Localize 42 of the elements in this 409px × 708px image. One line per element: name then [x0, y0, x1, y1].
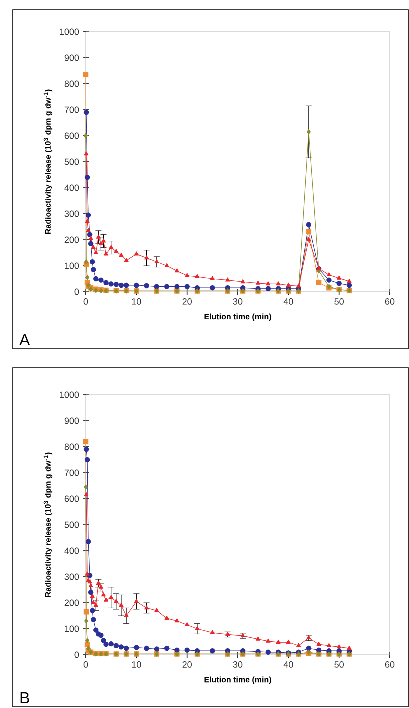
y-tick-label: 100	[65, 626, 80, 632]
x-tick-label: 0	[84, 298, 88, 305]
x-tick-label: 20	[182, 298, 192, 305]
x-tick-label: 10	[132, 662, 142, 668]
x-tick-label: 60	[385, 662, 395, 668]
x-axis-title: Elution time (min)	[204, 676, 272, 684]
y-tick-label: 100	[65, 262, 80, 270]
y-tick-label: 900	[64, 418, 80, 424]
x-axis-title: Elution time (min)	[204, 314, 272, 322]
y-tick-label: 600	[64, 496, 80, 502]
x-tick-label: 50	[334, 298, 344, 305]
y-tick-label: 900	[64, 54, 80, 62]
y-tick-label: 600	[64, 132, 80, 140]
y-tick-label: 1000	[60, 392, 80, 398]
y-tick-label: 1000	[60, 28, 80, 36]
y-tick-label: 0	[74, 652, 80, 658]
y-tick-label: 0	[74, 288, 80, 296]
x-tick-label: 0	[84, 662, 88, 668]
y-tick-label: 300	[64, 574, 80, 580]
y-tick-label: 500	[64, 522, 80, 528]
x-tick-label: 60	[385, 298, 395, 305]
x-tick-label: 30	[233, 662, 243, 668]
y-tick-label: 700	[64, 470, 80, 476]
x-tick-label: 50	[334, 662, 344, 668]
y-tick-label: 300	[64, 210, 80, 218]
text: B	[20, 692, 30, 704]
y-axis-title: Radioactivity release (10$^{3}$ dpm g dw$^{-1}$)	[44, 90, 53, 234]
y-tick-label: 200	[64, 236, 80, 244]
text: A	[20, 334, 30, 346]
y-axis-title: Radioactivity release (10$^{3}$ dpm g dw$^{-1}$)	[44, 452, 53, 598]
y-tick-label: 200	[64, 600, 80, 606]
y-tick-label: 800	[64, 80, 80, 88]
y-tick-label: 500	[64, 158, 80, 166]
x-tick-label: 20	[182, 662, 192, 668]
y-tick-label: 700	[64, 106, 80, 114]
x-tick-label: 10	[132, 298, 142, 305]
y-tick-label: 400	[64, 548, 80, 554]
x-tick-label: 40	[284, 662, 294, 668]
y-tick-label: 400	[64, 184, 80, 192]
x-tick-label: 40	[284, 298, 294, 305]
x-tick-label: 30	[233, 298, 243, 305]
y-tick-label: 800	[64, 444, 80, 450]
